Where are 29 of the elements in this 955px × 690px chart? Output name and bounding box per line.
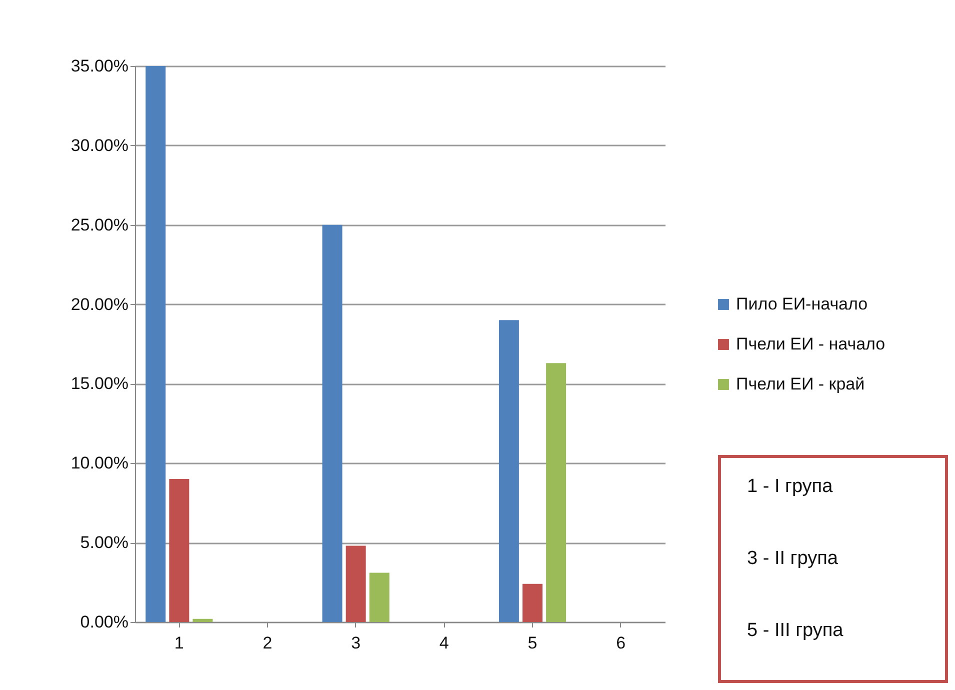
x-tick-label: 2 [262, 634, 272, 652]
legend-label: Пчели ЕИ - начало [736, 334, 886, 354]
text: 1 - I група [747, 476, 834, 499]
legend-label: Пило ЕИ-начало [736, 294, 868, 314]
legend-label: Пчели ЕИ - край [736, 374, 865, 394]
bar [192, 618, 213, 622]
text: 5 - III група [747, 620, 844, 643]
y-tick-label: 25.00% [70, 215, 128, 234]
bar [369, 572, 390, 622]
bar [546, 363, 566, 622]
x-tick-label: 3 [351, 634, 361, 652]
bar [522, 584, 542, 622]
bar [498, 320, 519, 622]
bar [322, 224, 342, 622]
x-tick-label: 5 [528, 634, 538, 652]
y-tick-label: 5.00% [80, 533, 128, 552]
x-tick-label: 4 [439, 634, 449, 652]
x-tick-label: 1 [174, 634, 184, 652]
bar [146, 66, 166, 622]
x-tick-label: 6 [616, 634, 626, 652]
y-tick-label: 15.00% [70, 374, 128, 394]
bar [346, 546, 366, 622]
text: 3 - II група [747, 548, 839, 571]
y-tick-label: 20.00% [70, 294, 128, 314]
y-tick-label: 10.00% [70, 454, 128, 473]
y-tick-label: 35.00% [70, 56, 128, 76]
bar [169, 479, 190, 622]
y-tick-label: 0.00% [80, 612, 128, 632]
y-tick-label: 30.00% [70, 136, 128, 155]
